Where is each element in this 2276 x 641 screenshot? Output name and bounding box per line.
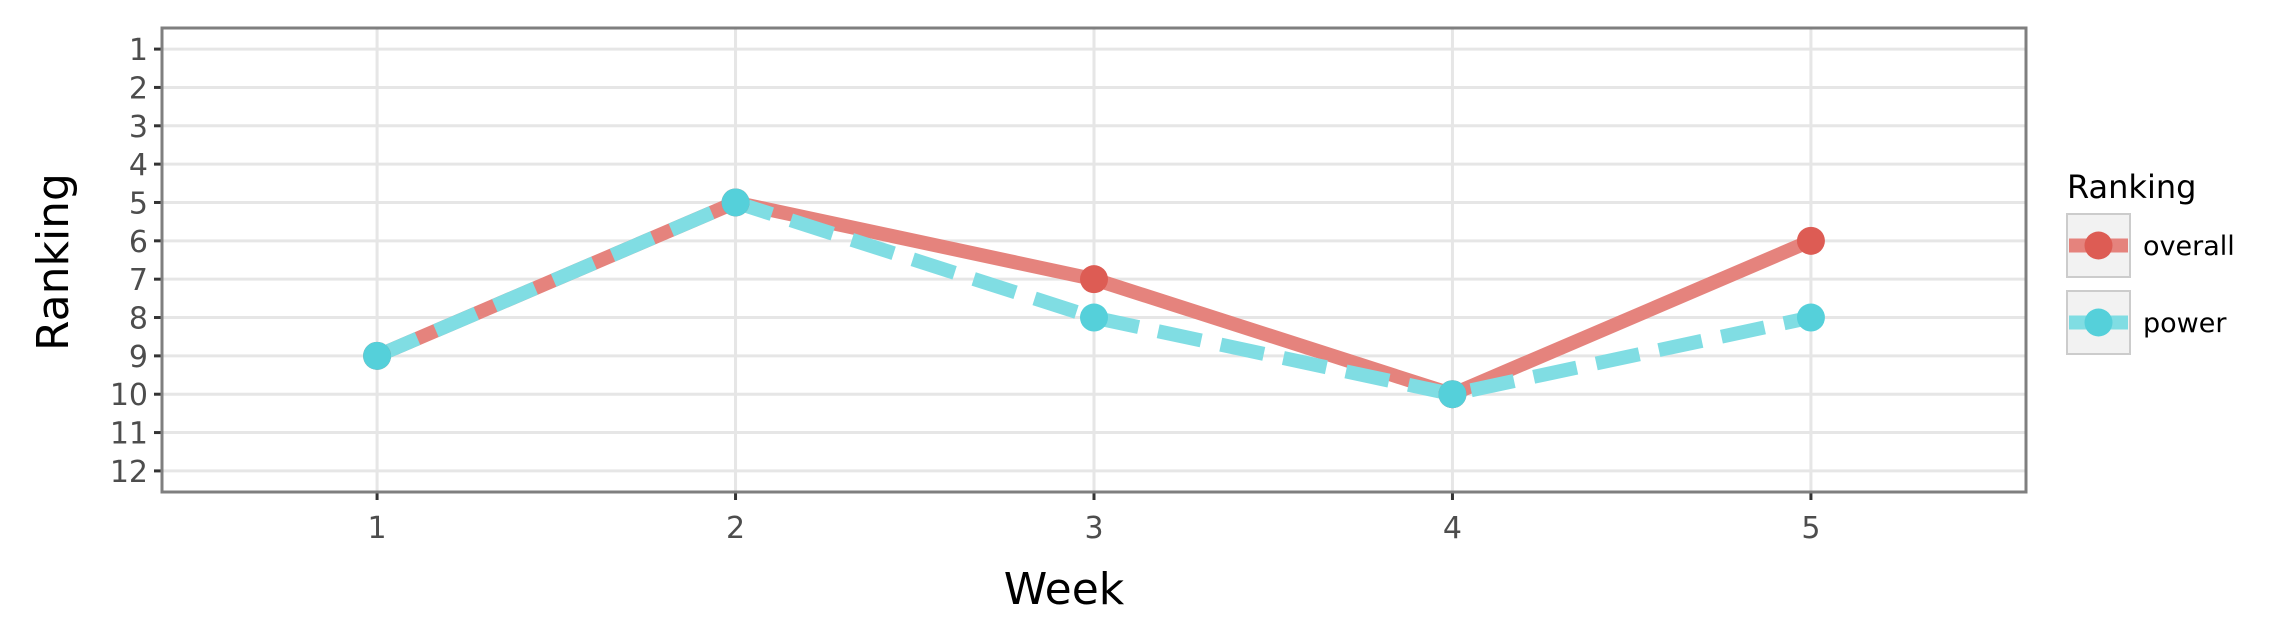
x-axis: 1 2 3 4 5 [368, 492, 1820, 546]
y-tick-label: 5 [129, 186, 148, 221]
x-axis-title: Week [1004, 564, 1125, 615]
y-tick-label: 7 [129, 263, 148, 298]
legend-point-overall [2084, 231, 2113, 260]
legend-title: Ranking [2067, 168, 2196, 206]
x-tick-label: 4 [1443, 511, 1462, 546]
y-tick-label: 9 [129, 340, 148, 375]
data-point-power [721, 188, 750, 217]
legend-label-power: power [2143, 308, 2227, 339]
y-tick-label: 3 [129, 110, 148, 145]
legend-point-power [2084, 308, 2113, 337]
y-tick-label: 11 [110, 417, 148, 452]
y-axis-title: Ranking [28, 173, 79, 351]
data-point-power [363, 341, 392, 370]
y-tick-label: 2 [129, 71, 148, 106]
series-layer [363, 188, 1825, 409]
y-tick-label: 6 [129, 225, 148, 260]
legend-label-overall: overall [2143, 231, 2235, 262]
x-tick-label: 5 [1801, 511, 1820, 546]
data-point-power [1438, 380, 1467, 409]
x-tick-label: 3 [1084, 511, 1103, 546]
y-tick-label: 12 [110, 455, 148, 490]
data-point-power [1080, 303, 1108, 332]
x-tick-label: 1 [368, 511, 387, 546]
y-tick-label: 8 [129, 302, 148, 337]
series-line-power [374, 195, 1813, 402]
data-point-overall [1796, 226, 1825, 255]
y-tick-label: 4 [129, 148, 148, 183]
plot-border [160, 26, 2028, 494]
data-point-overall [1080, 265, 1108, 294]
y-tick-label: 10 [110, 378, 148, 413]
data-point-power [1796, 303, 1825, 332]
legend: Ranking overall power [2066, 168, 2235, 355]
y-tick-label: 1 [129, 33, 148, 68]
x-tick-label: 2 [726, 511, 745, 546]
